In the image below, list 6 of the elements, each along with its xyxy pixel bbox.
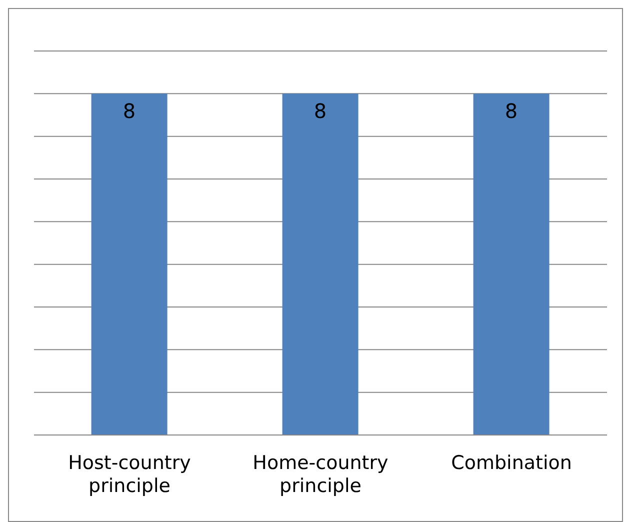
data-label: 8 [314, 98, 327, 123]
data-label: 8 [122, 98, 136, 123]
x-tick-label: Host-country principle [68, 452, 191, 497]
data-label: 8 [504, 98, 518, 123]
x-tick-label: Combination [451, 452, 572, 474]
x-tick-label: Home-country principle [252, 452, 388, 497]
